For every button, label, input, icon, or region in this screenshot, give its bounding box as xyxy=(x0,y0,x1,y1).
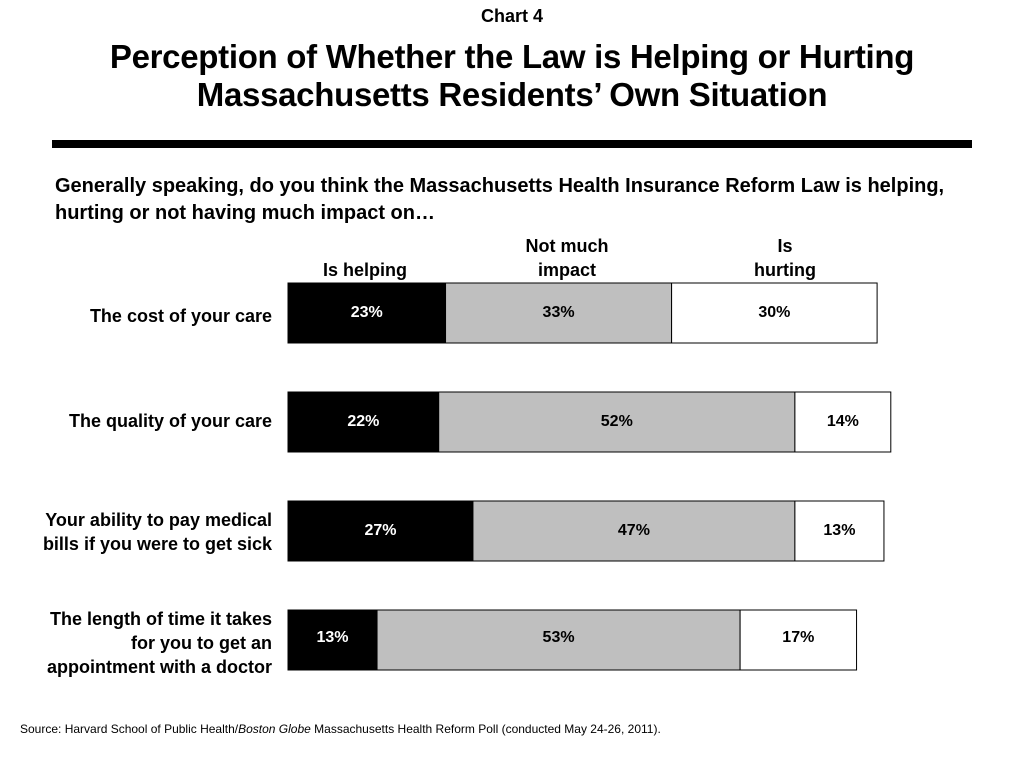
bar-segment-hurting xyxy=(671,282,878,344)
column-header-not-much-line-1: Not much xyxy=(525,236,609,256)
category-label-line: bills if you were to get sick xyxy=(42,534,272,554)
bar-segment-helping xyxy=(287,391,440,453)
data-label-not-much: 53% xyxy=(543,629,575,646)
column-header-not-much: Not much impact xyxy=(492,234,642,282)
bar-segment-helping xyxy=(287,500,474,562)
bar-segment-hurting xyxy=(794,391,892,453)
category-label-ability-to-pay: Your ability to pay medical bills if you… xyxy=(0,508,272,556)
bar-segment-not-much xyxy=(438,391,796,453)
data-label-hurting: 13% xyxy=(823,522,855,539)
category-label-line: for you to get an xyxy=(131,633,272,653)
column-header-hurting: Is hurting xyxy=(730,234,840,282)
data-label-hurting: 30% xyxy=(758,304,790,321)
bar-segment-helping xyxy=(287,609,378,671)
column-header-not-much-line-2: impact xyxy=(537,260,597,280)
source-prefix: Source: Harvard School of Public Health/ xyxy=(20,722,239,736)
data-label-helping: 13% xyxy=(317,629,349,646)
data-label-helping: 27% xyxy=(364,522,396,539)
category-label-line: Your ability to pay medical xyxy=(45,510,272,530)
category-label-appointment-time: The length of time it takes for you to g… xyxy=(0,607,272,679)
bar-segment-not-much xyxy=(445,282,673,344)
chart-title-line-1: Perception of Whether the Law is Helping… xyxy=(109,38,915,75)
chart-number-label: Chart 4 xyxy=(480,6,543,26)
category-label-line: appointment with a doctor xyxy=(47,657,272,677)
category-label-line: The quality of your care xyxy=(68,411,272,431)
bar-segment-not-much xyxy=(472,500,796,562)
bar-segment-hurting xyxy=(794,500,885,562)
data-label-hurting: 14% xyxy=(827,413,859,430)
data-label-not-much: 47% xyxy=(618,522,650,539)
data-label-hurting: 17% xyxy=(782,629,814,646)
survey-question: Generally speaking, do you think the Mas… xyxy=(55,175,945,224)
bar-segment-helping xyxy=(287,282,447,344)
source-note: Source: Harvard School of Public Health/… xyxy=(20,722,661,736)
category-label-line: The cost of your care xyxy=(89,306,272,326)
chart-title-line-2: Massachusetts Residents’ Own Situation xyxy=(196,76,828,113)
category-label-line: The length of time it takes xyxy=(49,609,272,629)
data-label-not-much: 33% xyxy=(543,304,575,321)
title-divider xyxy=(52,140,972,148)
source-suffix: Massachusetts Health Reform Poll (conduc… xyxy=(310,722,661,736)
data-label-not-much: 52% xyxy=(601,413,633,430)
data-label-helping: 23% xyxy=(351,304,383,321)
bar-segment-hurting xyxy=(739,609,858,671)
chart-title: Perception of Whether the Law is Helping… xyxy=(20,38,1004,114)
bar-segment-not-much xyxy=(376,609,741,671)
source-publication: Boston Globe xyxy=(238,722,311,736)
column-header-hurting-line-2: hurting xyxy=(754,260,816,280)
category-label-cost: The cost of your care xyxy=(0,304,272,328)
column-header-hurting-line-1: Is xyxy=(777,236,793,256)
category-label-quality: The quality of your care xyxy=(0,409,272,433)
data-label-helping: 22% xyxy=(347,413,379,430)
column-header-helping: Is helping xyxy=(322,260,407,280)
